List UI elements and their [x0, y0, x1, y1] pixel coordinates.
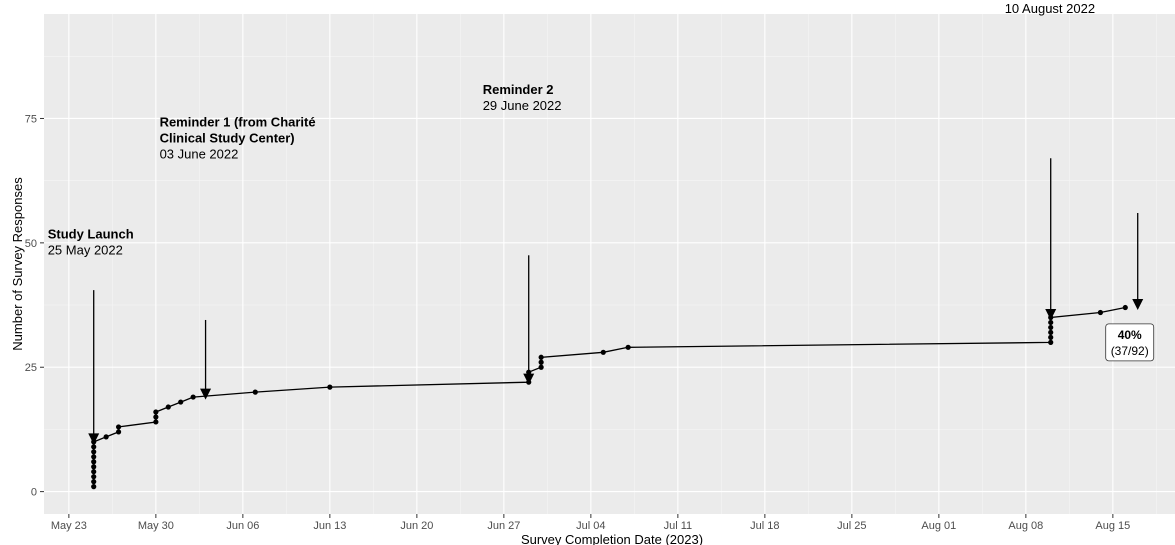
data-point [91, 474, 97, 480]
series-cumulative-responses [91, 304, 1128, 490]
data-point [1048, 329, 1054, 336]
data-point [538, 364, 544, 370]
grid-major [44, 14, 1175, 514]
y-tick-label: 0 [31, 487, 37, 499]
y-tick-label: 25 [25, 362, 37, 374]
x-tick-label: Aug 01 [921, 520, 956, 532]
x-tick-label: Jul 04 [576, 520, 605, 532]
data-point [538, 359, 544, 365]
data-point [1048, 319, 1054, 326]
data-point [1048, 324, 1054, 331]
data-point [91, 479, 97, 485]
x-axis: May 23 May 30 Jun 06 Jun 13 Jun 20 Jun 27 Jul … [51, 514, 1130, 532]
grid-minor [44, 14, 1175, 514]
data-point [91, 484, 97, 490]
y-axis: 0 25 50 75 [25, 113, 44, 499]
x-tick-label: Jun 13 [313, 520, 346, 532]
x-tick-label: Jul 25 [837, 520, 866, 532]
data-point [625, 344, 631, 350]
data-point [600, 349, 606, 355]
data-point [91, 469, 97, 475]
y-tick-label: 75 [25, 113, 37, 125]
x-tick-label: Aug 08 [1008, 520, 1043, 532]
data-point [91, 464, 97, 470]
summary-box: 40% (37/92) [1105, 323, 1155, 362]
data-point [1097, 309, 1104, 316]
y-axis-title: Number of Survey Responses [10, 177, 25, 351]
event-date: 25 May 2022 [48, 242, 123, 257]
summary-count: (37/92) [1111, 344, 1149, 358]
data-point [538, 354, 544, 360]
data-point [115, 424, 122, 430]
x-tick-label: Jul 18 [750, 520, 779, 532]
event-title: Clinical Study Center) [160, 131, 295, 146]
event-arrow-head [1132, 299, 1144, 311]
event-title: Study Launch [48, 226, 134, 241]
event-arrow-head [1045, 308, 1057, 320]
data-point [103, 434, 109, 440]
x-tick-label: Jul 11 [664, 520, 693, 532]
event-date: 10 August 2022 [1005, 1, 1095, 16]
data-point [327, 384, 333, 390]
x-axis-title: Survey Completion Date (2023) [521, 532, 703, 545]
data-point [91, 459, 97, 465]
data-point [1048, 339, 1054, 345]
event-arrow-head [200, 388, 212, 400]
x-tick-label: Aug 15 [1095, 520, 1130, 532]
event-arrow-head [88, 433, 100, 445]
event-arrow-head [523, 373, 535, 385]
data-point [190, 394, 196, 400]
summary-percent: 40% [1118, 328, 1142, 342]
y-tick-label: 50 [25, 238, 37, 250]
data-point [165, 404, 171, 410]
data-point [1122, 304, 1128, 311]
x-tick-label: Jun 20 [400, 520, 433, 532]
x-tick-label: May 30 [138, 520, 174, 532]
data-point [153, 419, 159, 425]
x-tick-label: May 23 [51, 520, 87, 532]
data-point [91, 454, 97, 460]
data-point [153, 409, 159, 415]
data-point [153, 414, 159, 420]
data-point [252, 389, 258, 395]
plot-panel [44, 14, 1175, 514]
event-date: 03 June 2022 [160, 147, 239, 162]
event-title: Reminder 2 [483, 82, 554, 97]
data-point [91, 449, 97, 455]
x-tick-label: Jun 06 [226, 520, 259, 532]
event-date: 29 June 2022 [483, 98, 562, 113]
data-point [91, 444, 97, 450]
data-point [178, 399, 184, 405]
data-point [115, 429, 122, 435]
data-point [1048, 334, 1054, 340]
event-title: Reminder 1 (from Charité [160, 115, 316, 130]
x-tick-label: Jun 27 [487, 520, 520, 532]
summary-box-frame [1105, 323, 1155, 362]
